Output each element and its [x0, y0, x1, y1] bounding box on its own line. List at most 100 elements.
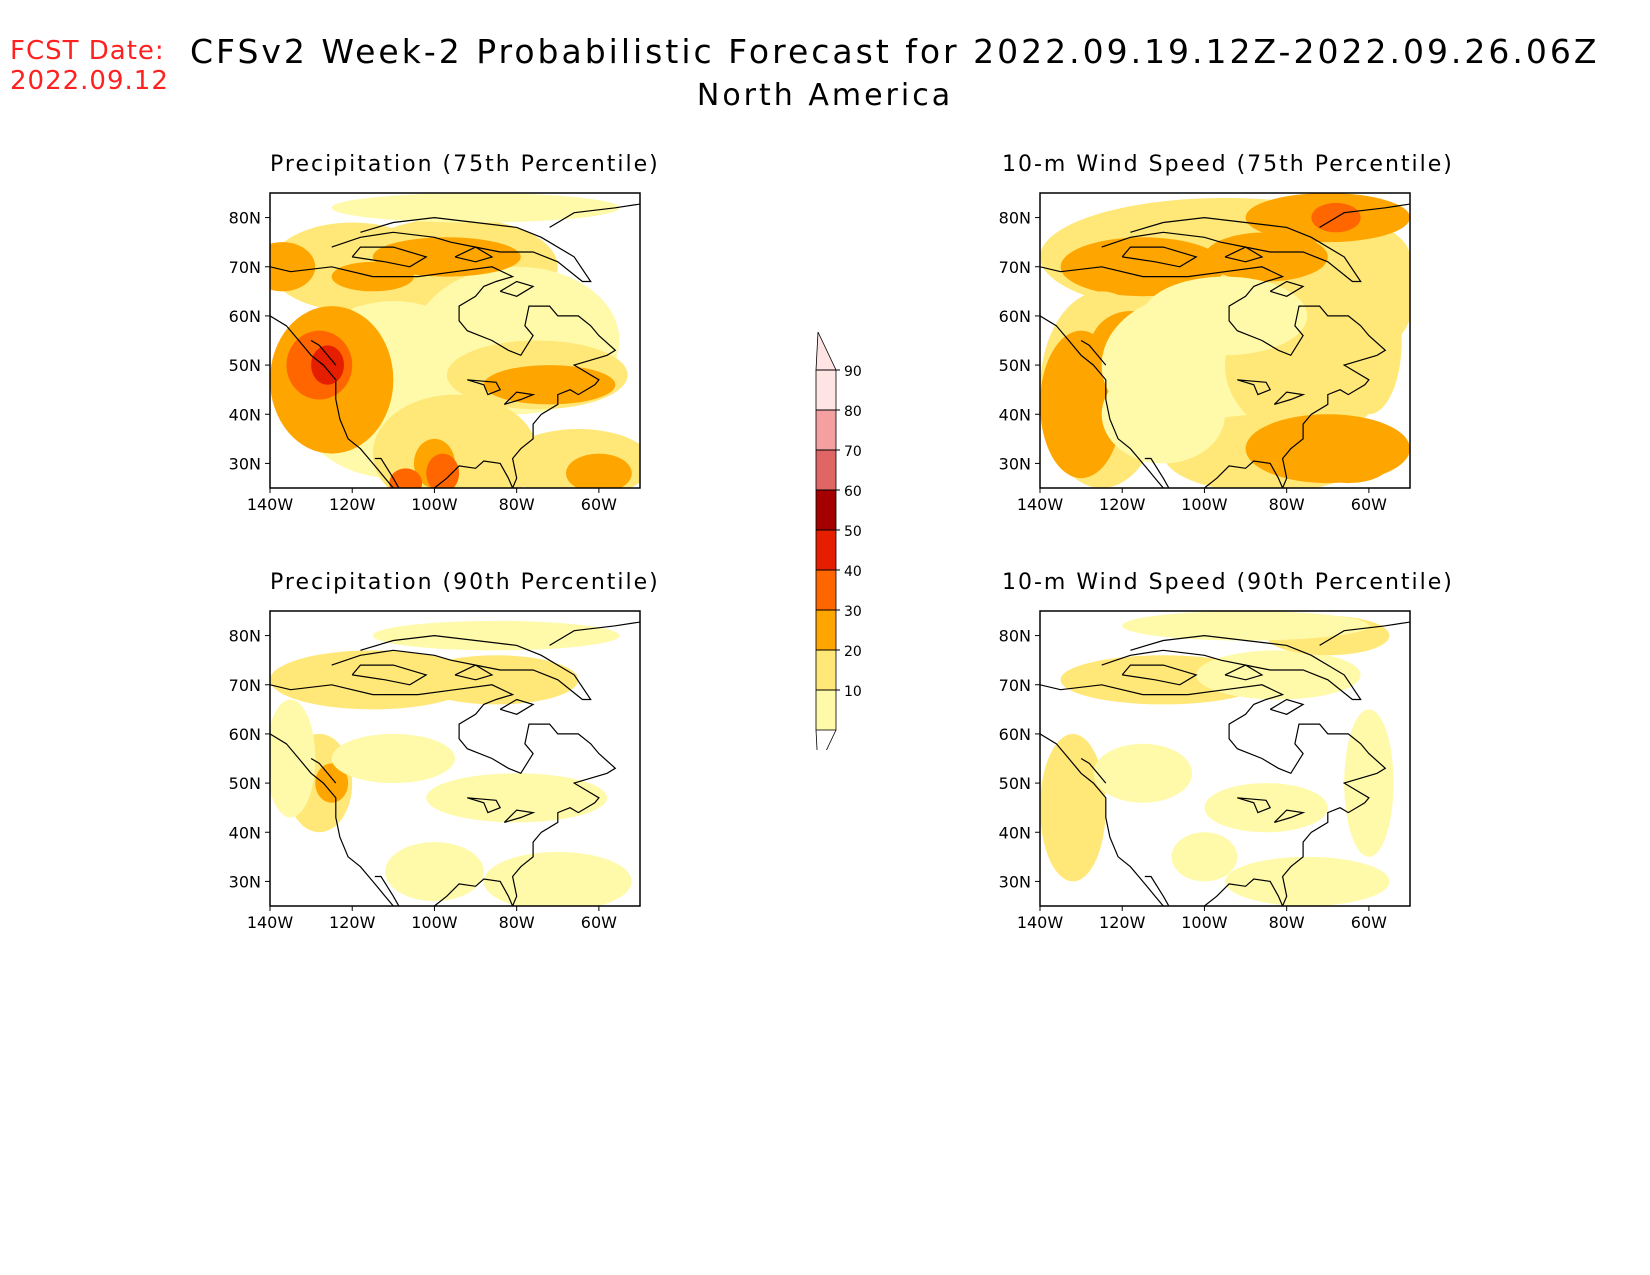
coastline: [1319, 203, 1410, 228]
probability-area: [1307, 443, 1390, 484]
coastline: [467, 797, 502, 814]
lon-label: 100W: [411, 913, 458, 932]
coastline: [1101, 634, 1362, 701]
forecast-date-value: 2022.09.12: [10, 66, 169, 96]
lon-label: 80W: [499, 495, 535, 514]
coastline: [1144, 457, 1170, 488]
probability-area: [1142, 276, 1308, 356]
map-frame: [1039, 610, 1411, 907]
probability-area: [426, 773, 608, 823]
coastline: [1080, 757, 1107, 784]
lat-label: 30N: [999, 872, 1031, 891]
coastline: [1121, 664, 1198, 686]
colorbar-cap-top: [815, 331, 837, 371]
coastline: [270, 684, 617, 906]
map-panel-wind90: 80N 70N 60N 50N 40N 30N 140W 120W 100W 80W 60W: [999, 610, 1411, 932]
coastline: [331, 216, 592, 283]
probability-area: [426, 453, 460, 488]
lon-label: 60W: [581, 913, 617, 932]
coastline: [1144, 875, 1170, 906]
lat-label: 80N: [229, 209, 261, 228]
coastline: [331, 634, 592, 701]
lon-label: 140W: [247, 495, 294, 514]
probability-area: [270, 242, 316, 292]
lon-label: 140W: [1017, 495, 1064, 514]
probability-area: [413, 655, 579, 705]
lat-label: 50N: [229, 774, 261, 793]
lat-label: 70N: [999, 258, 1031, 277]
probability-area: [389, 468, 423, 488]
lat-label: 30N: [999, 454, 1031, 473]
lat-label: 50N: [999, 774, 1031, 793]
shading-layer: [270, 193, 640, 488]
probability-area: [270, 650, 476, 710]
lat-label: 40N: [999, 405, 1031, 424]
lon-label: 120W: [1099, 495, 1146, 514]
colorbar: 90 80 70 60 50 40 30 20 10: [815, 331, 862, 750]
coastline: [499, 280, 535, 297]
colorbar-label: 40: [844, 564, 862, 580]
coastline: [270, 266, 617, 488]
coastline: [454, 246, 494, 263]
colorbar-swatch: [816, 570, 836, 610]
probability-area: [1060, 237, 1225, 297]
probability-area: [1122, 611, 1369, 641]
colorbar-swatch: [816, 490, 836, 530]
coastline: [351, 246, 428, 268]
coastline: [503, 809, 536, 823]
colorbar-swatch: [816, 530, 836, 570]
lat-label: 60N: [229, 307, 261, 326]
coastline: [1237, 797, 1272, 814]
lon-label: 60W: [1351, 913, 1387, 932]
map-panel-precip75: 80N 70N 60N 50N 40N 30N 140W 120W 100W 80W 60W: [229, 192, 641, 514]
lat-label: 80N: [229, 627, 261, 646]
lon-label: 120W: [329, 495, 376, 514]
shading-layer: [1040, 611, 1410, 906]
lat-label: 50N: [229, 356, 261, 375]
lon-label: 60W: [1351, 495, 1387, 514]
colorbar-swatch: [816, 450, 836, 490]
lat-label: 60N: [999, 725, 1031, 744]
page-title: CFSv2 Week-2 Probabilistic Forecast for …: [190, 32, 1600, 71]
panel-title-wind90: 10-m Wind Speed (90th Percentile): [1002, 570, 1454, 595]
coastline: [270, 315, 394, 488]
probability-area: [315, 763, 349, 803]
coastline: [503, 391, 536, 405]
colorbar-swatch: [816, 610, 836, 650]
coastline: [1224, 246, 1264, 263]
colorbar-cap-bottom: [815, 729, 837, 750]
probability-area: [385, 842, 484, 902]
coastline: [549, 621, 640, 646]
page-subtitle: North America: [696, 78, 954, 113]
colorbar-swatch: [816, 690, 836, 730]
coastline: [499, 698, 535, 715]
probability-area: [372, 394, 538, 488]
lat-label: 70N: [999, 676, 1031, 695]
lat-label: 80N: [999, 627, 1031, 646]
lat-label: 30N: [229, 454, 261, 473]
panel-title-wind75: 10-m Wind Speed (75th Percentile): [1002, 152, 1454, 177]
coastline: [270, 733, 394, 906]
probability-area: [331, 193, 620, 223]
coastline: [454, 664, 494, 681]
coastline: [1101, 216, 1362, 283]
lon-label: 120W: [329, 913, 376, 932]
probability-area: [1171, 832, 1238, 882]
map-frame: [269, 610, 641, 907]
coastline: [1040, 733, 1164, 906]
coastline: [374, 875, 400, 906]
colorbar-swatch: [816, 370, 836, 410]
coastline: [1273, 391, 1306, 405]
coastline: [1040, 266, 1387, 488]
forecast-date-label: FCST Date:: [10, 36, 165, 66]
probability-area: [1204, 783, 1328, 833]
shading-layer: [270, 620, 640, 906]
coastline: [1269, 698, 1305, 715]
probability-area: [566, 453, 632, 488]
coastline: [310, 339, 337, 366]
probability-area: [1344, 709, 1394, 857]
lon-label: 140W: [1017, 913, 1064, 932]
probability-area: [1225, 856, 1390, 906]
lon-label: 100W: [411, 495, 458, 514]
coastline: [1224, 664, 1264, 681]
